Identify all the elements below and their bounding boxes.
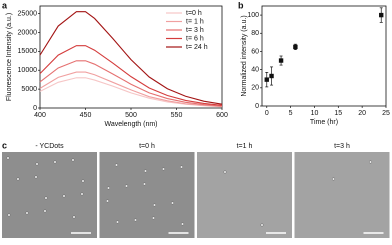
point — [269, 73, 274, 79]
x-tick-label: 400 — [34, 112, 46, 119]
particle — [72, 215, 76, 219]
particle — [124, 184, 128, 188]
legend-label: t=0 h — [186, 10, 202, 17]
particle — [34, 175, 38, 179]
particle — [44, 196, 48, 200]
particle — [71, 158, 75, 162]
y-tick-label: 80 — [251, 30, 259, 37]
x-tick-label: 550 — [171, 112, 183, 119]
x-tick-label: 450 — [80, 112, 92, 119]
point — [293, 44, 298, 50]
y-tick-label: 40 — [251, 66, 259, 73]
x-tick-label: 0 — [265, 110, 269, 117]
particle — [143, 169, 147, 173]
y-tick-label: 10000 — [18, 67, 38, 74]
y-tick-label: 15000 — [18, 48, 38, 55]
particle — [161, 167, 165, 171]
particle — [62, 194, 66, 198]
particle — [25, 211, 29, 215]
x-tick-label: 600 — [216, 112, 228, 119]
particle — [53, 160, 57, 164]
particle — [115, 220, 119, 224]
point — [278, 58, 284, 63]
x-tick-label: 500 — [125, 112, 137, 119]
particle — [7, 213, 11, 217]
particle — [133, 218, 137, 222]
particle — [16, 177, 20, 181]
particle — [151, 216, 155, 220]
particle — [332, 177, 336, 181]
particle — [223, 170, 227, 174]
particle — [260, 223, 264, 227]
particle — [180, 222, 184, 226]
panel-label: c — [2, 140, 7, 150]
micrograph — [197, 152, 292, 238]
x-tick-label: 25 — [382, 110, 390, 117]
particle — [80, 192, 84, 196]
particle — [179, 165, 183, 169]
micrograph — [99, 152, 195, 238]
y-tick-label: 0 — [255, 103, 259, 110]
particle — [35, 162, 39, 166]
legend-label: t= 1 h — [186, 18, 204, 25]
line-series — [39, 60, 223, 107]
x-tick-label: 5 — [289, 110, 293, 117]
particle — [6, 156, 10, 160]
particle — [105, 199, 109, 203]
legend-label: t= 6 h — [186, 35, 204, 42]
particle — [106, 186, 110, 190]
x-axis-label: Time (hr) — [310, 119, 338, 126]
particle — [170, 201, 174, 205]
y-axis-label: Normalized intensity (a.u.) — [241, 15, 248, 96]
image-label: t=1 h — [237, 143, 253, 150]
line-series — [39, 45, 223, 106]
y-tick-label: 0 — [33, 105, 37, 112]
y-tick-label: 20000 — [18, 29, 38, 36]
panel-label: b — [238, 0, 244, 10]
x-tick-label: 10 — [311, 110, 319, 117]
x-axis-label: Wavelength (nm) — [104, 121, 157, 128]
figure: a b c 400 450 500 550 6000500010000150002000… — [2, 0, 390, 238]
legend-label: t= 3 h — [186, 27, 204, 34]
particle — [152, 203, 156, 207]
panel-label: a — [2, 0, 8, 10]
point — [264, 77, 269, 82]
particle — [43, 209, 47, 213]
y-tick-label: 100 — [247, 12, 259, 19]
image-label: t=3 h — [334, 143, 350, 150]
y-tick-label: 25000 — [18, 10, 38, 17]
particle — [142, 182, 146, 186]
particle — [81, 179, 85, 183]
particle — [369, 160, 373, 164]
x-tick-label: 20 — [358, 110, 366, 117]
particle — [114, 163, 118, 167]
y-axis-label: Fluorescence Intensity (a.u.) — [6, 13, 13, 101]
image-label: - YCDots — [35, 143, 64, 150]
x-tick-label: 15 — [334, 110, 342, 117]
micrograph — [294, 152, 390, 238]
line-series — [39, 71, 223, 108]
y-tick-label: 20 — [251, 85, 259, 92]
y-tick-label: 60 — [251, 48, 259, 55]
line-series — [39, 11, 223, 105]
point — [379, 12, 384, 18]
plot-frame — [261, 5, 387, 107]
image-label: t=0 h — [139, 143, 155, 150]
legend-label: t= 24 h — [186, 44, 208, 51]
y-tick-label: 5000 — [21, 86, 37, 93]
